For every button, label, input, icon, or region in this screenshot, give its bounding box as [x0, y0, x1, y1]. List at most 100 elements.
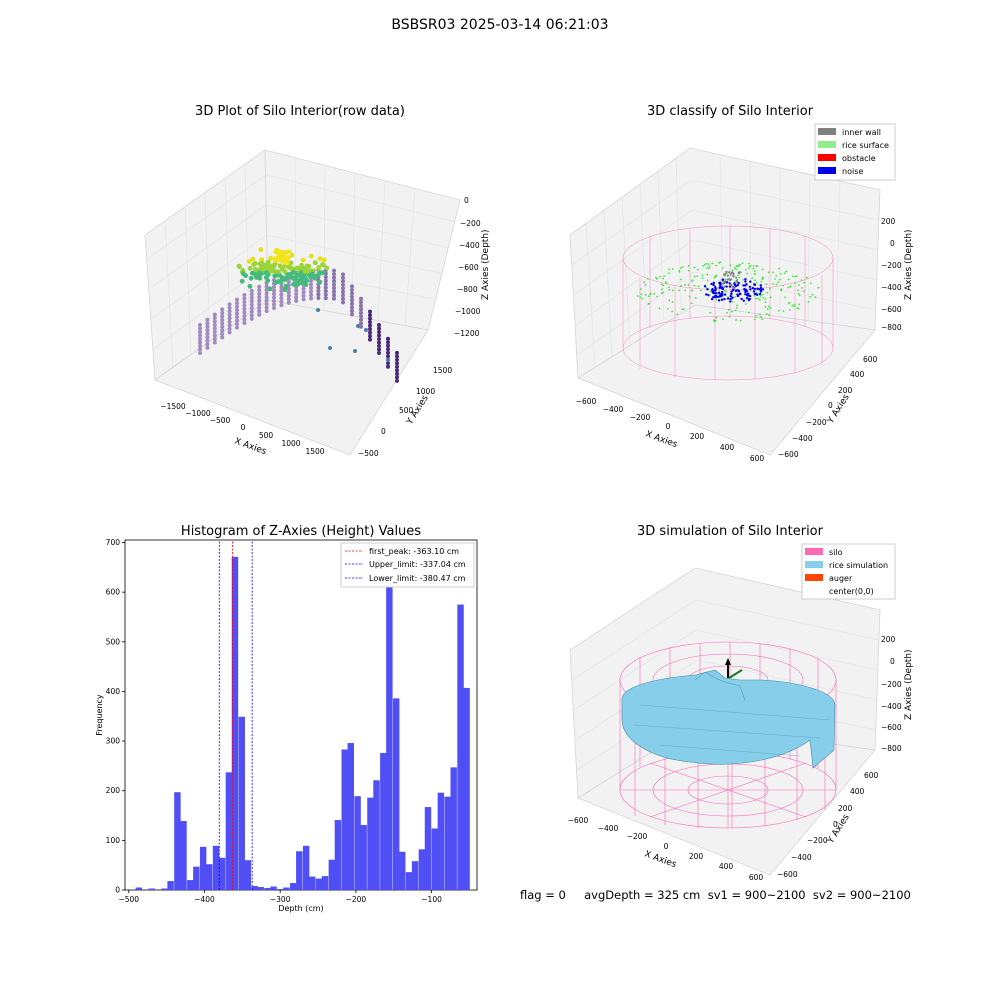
data-point — [660, 283, 663, 286]
z-tick: −200 — [881, 261, 902, 270]
data-point — [788, 301, 791, 304]
histogram-bar — [283, 887, 290, 890]
x-tick-label: −500 — [118, 895, 139, 904]
data-point — [278, 279, 284, 285]
data-point — [787, 278, 790, 281]
data-point — [729, 264, 732, 267]
data-point — [220, 310, 225, 315]
data-point — [746, 272, 749, 275]
z-tick: −600 — [881, 305, 902, 314]
data-point — [323, 289, 328, 294]
y-tick: −400 — [792, 434, 813, 443]
data-point — [341, 279, 345, 284]
histogram-bar — [457, 604, 464, 890]
data-point — [316, 296, 321, 301]
data-point — [707, 293, 710, 297]
data-point — [386, 354, 390, 359]
data-point — [731, 269, 734, 272]
data-point — [767, 271, 770, 274]
histogram-bar — [257, 887, 264, 890]
data-point — [756, 282, 758, 284]
data-point — [735, 264, 738, 267]
histogram-bar — [193, 866, 200, 890]
data-point — [276, 269, 281, 275]
x-tick: 0 — [664, 842, 669, 851]
data-point — [316, 289, 321, 294]
x-tick: 400 — [720, 443, 735, 452]
histogram-bar — [167, 881, 174, 890]
data-point — [377, 347, 381, 352]
data-point — [220, 335, 225, 340]
data-point — [761, 288, 765, 291]
legend-label: rice surface — [842, 141, 889, 150]
histogram-reference-lines — [218, 540, 253, 890]
data-point — [268, 255, 274, 261]
data-point — [267, 286, 273, 292]
data-point — [662, 277, 665, 280]
data-point — [291, 270, 296, 275]
data-point — [690, 289, 693, 292]
data-point — [723, 297, 726, 301]
data-point — [701, 277, 704, 279]
data-point — [727, 308, 730, 311]
data-point — [782, 284, 785, 287]
z-tick: −200 — [881, 680, 902, 689]
data-point — [784, 296, 786, 299]
data-point — [734, 296, 737, 298]
data-point — [304, 278, 310, 283]
data-point — [264, 295, 269, 300]
data-point — [323, 275, 328, 280]
data-point — [253, 273, 259, 279]
data-point — [809, 295, 811, 298]
data-point — [220, 307, 225, 312]
data-point — [752, 290, 756, 293]
data-point — [242, 310, 247, 315]
data-point — [737, 281, 740, 285]
data-point — [294, 288, 299, 293]
data-point — [251, 262, 256, 268]
data-point — [693, 266, 696, 269]
data-point — [294, 298, 299, 303]
histogram-bar — [354, 796, 361, 890]
data-point — [726, 311, 728, 314]
data-point — [764, 305, 767, 308]
data-point — [697, 285, 700, 288]
data-point — [728, 278, 732, 282]
data-point — [257, 295, 262, 300]
data-point — [662, 291, 664, 294]
data-point — [279, 296, 284, 301]
data-point — [257, 302, 262, 307]
y-tick: −400 — [791, 853, 812, 862]
data-point — [731, 300, 734, 303]
data-point — [767, 314, 770, 316]
data-point — [341, 282, 345, 287]
histogram-x-ticks: −500 −400 −300 −200 −100 — [118, 890, 442, 904]
data-point — [656, 277, 658, 280]
data-point — [277, 255, 284, 260]
data-point — [279, 289, 284, 294]
x-tick: −1500 — [160, 402, 186, 411]
data-point — [205, 335, 210, 340]
data-point — [279, 285, 284, 290]
histogram-bar — [463, 687, 470, 890]
data-point — [746, 294, 750, 297]
data-point — [711, 287, 714, 291]
data-point — [683, 283, 686, 286]
data-point — [249, 302, 254, 307]
data-point — [727, 271, 731, 274]
panel2-legend: inner wall rice surface obstacle noise — [814, 123, 896, 181]
data-point — [769, 306, 772, 309]
y-tick-label: 0 — [115, 886, 120, 895]
data-point — [794, 275, 797, 278]
data-point — [721, 278, 724, 282]
data-point — [235, 304, 239, 309]
data-point — [395, 361, 399, 366]
data-point — [661, 288, 663, 291]
data-point — [300, 257, 306, 263]
x-tick: −600 — [568, 816, 589, 825]
histogram-bar — [135, 887, 143, 890]
x-tick: 200 — [690, 432, 705, 441]
data-point — [682, 308, 685, 310]
panel1-zlabel: Z Axies (Depth) — [481, 229, 491, 300]
data-point — [248, 275, 254, 281]
